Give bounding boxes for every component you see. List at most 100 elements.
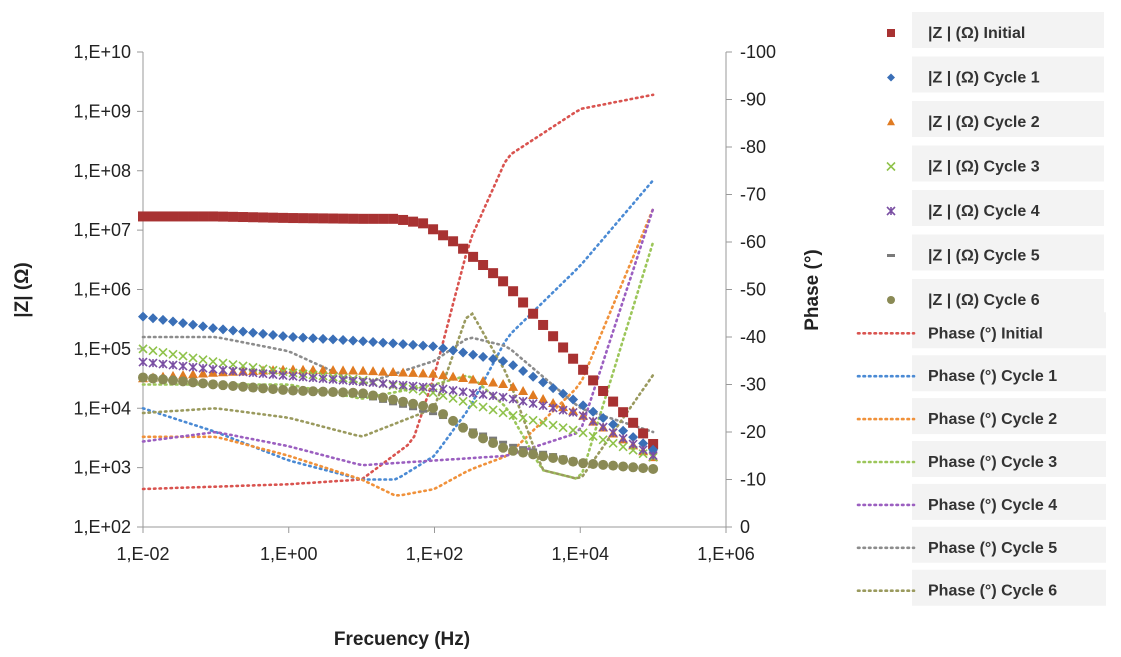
x-tick-label: 1,E+06 [697,544,755,564]
impedance-point-0 [298,213,309,224]
legend-marker-1 [887,73,895,82]
y2-tick-label: -100 [740,42,776,62]
impedance-point-6 [338,387,349,398]
impedance-point-4 [228,366,238,376]
legend-label: |Z | (Ω) Cycle 2 [928,114,1040,131]
impedance-point-6 [538,451,549,462]
impedance-point-6 [208,379,219,390]
impedance-point-1 [418,340,429,351]
legend-box [912,526,1106,563]
impedance-point-1 [478,351,489,362]
impedance-point-2 [418,368,429,378]
impedance-point-3 [478,402,488,412]
impedance-point-4 [508,394,518,404]
impedance-point-1 [528,371,539,382]
impedance-point-6 [258,383,269,394]
impedance-point-0 [488,268,499,279]
phase-series-group [141,93,655,497]
impedance-series-group [138,211,659,474]
legend-label: Phase (°) Cycle 1 [928,368,1057,385]
impedance-point-4 [158,359,168,369]
impedance-point-0 [478,260,489,271]
impedance-point-1 [468,349,479,360]
impedance-point-1 [288,332,299,343]
impedance-point-6 [268,384,279,395]
y-tick-label: 1,E+09 [73,101,131,121]
impedance-point-1 [628,432,639,443]
impedance-point-4 [258,369,268,379]
impedance-point-6 [248,382,259,393]
impedance-point-4 [428,383,438,393]
y2-axis-title: Phase (°) [802,249,823,331]
impedance-point-4 [318,374,328,384]
y2-tick-label: -70 [740,185,766,205]
impedance-point-0 [568,353,579,364]
impedance-point-6 [188,377,199,388]
impedance-point-0 [428,224,439,235]
impedance-point-4 [448,385,458,396]
impedance-point-0 [598,385,609,396]
impedance-point-1 [568,394,579,405]
impedance-point-4 [168,360,178,370]
legend-marker-3 [886,161,896,172]
impedance-point-1 [548,383,559,394]
impedance-point-4 [578,411,588,421]
impedance-point-4 [478,389,488,400]
impedance-point-4 [418,382,428,392]
impedance-point-6 [438,409,449,420]
impedance-point-4 [208,364,218,374]
impedance-point-1 [638,438,649,449]
legend-label: |Z | (Ω) Cycle 4 [928,203,1040,220]
impedance-point-4 [528,398,538,409]
y2-tick-label: -10 [740,470,766,490]
impedance-point-6 [648,463,659,474]
impedance-point-6 [568,456,579,467]
impedance-point-0 [578,364,589,375]
impedance-point-2 [378,366,389,376]
impedance-point-0 [148,211,159,222]
impedance-point-1 [588,406,599,417]
impedance-point-4 [288,371,298,381]
impedance-point-3 [588,431,598,441]
impedance-point-0 [618,407,629,418]
impedance-point-3 [468,399,478,409]
impedance-point-0 [638,428,649,439]
impedance-point-6 [378,392,389,403]
impedance-point-0 [158,211,169,222]
impedance-point-1 [618,425,629,436]
impedance-point-1 [448,345,459,356]
impedance-point-4 [148,358,158,368]
impedance-point-2 [198,368,209,378]
impedance-point-3 [498,408,508,418]
impedance-point-6 [618,461,629,472]
impedance-point-0 [408,216,419,227]
impedance-point-1 [218,324,229,335]
legend-box [912,441,1106,477]
impedance-point-3 [438,390,448,401]
impedance-point-6 [308,386,319,397]
impedance-point-6 [138,372,148,383]
impedance-point-0 [378,213,389,224]
impedance-point-4 [558,405,568,415]
y2-tick-label: -60 [740,232,766,252]
legend-box [912,483,1106,520]
y-tick-label: 1,E+03 [73,458,131,478]
impedance-point-6 [578,458,589,469]
impedance-point-3 [158,347,168,358]
impedance-point-6 [148,373,159,384]
impedance-point-5 [509,443,518,447]
impedance-point-4 [138,357,148,367]
impedance-point-0 [538,319,549,330]
impedance-point-1 [558,388,569,399]
impedance-point-1 [348,335,359,346]
impedance-point-6 [158,374,169,385]
impedance-point-2 [438,370,449,380]
y2-tick-label: -80 [740,137,766,157]
legend-box [912,569,1106,606]
impedance-point-4 [398,380,408,390]
legend-box [912,279,1104,315]
impedance-point-2 [188,369,199,379]
legend-label: |Z | (Ω) Cycle 5 [928,248,1040,265]
impedance-point-3 [458,396,468,406]
